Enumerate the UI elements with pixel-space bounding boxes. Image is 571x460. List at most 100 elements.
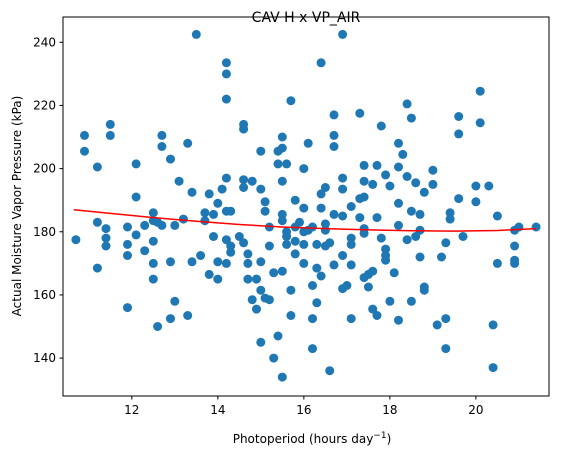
x-axis-label: Photoperiod (hours day−1): [233, 431, 392, 446]
scatter-point: [277, 209, 287, 219]
scatter-point: [441, 344, 451, 354]
scatter-point: [363, 282, 373, 292]
scatter-point: [376, 233, 386, 243]
scatter-point: [140, 220, 150, 230]
scatter-point: [256, 146, 266, 156]
scatter-point: [428, 179, 438, 189]
x-axis-label-superscript: −1: [373, 431, 386, 441]
scatter-point: [359, 228, 369, 238]
scatter-point: [394, 138, 403, 148]
scatter-point: [372, 311, 382, 320]
scatter-point: [243, 249, 253, 259]
x-axis-ticks: 12 14 16 18 20: [124, 396, 484, 417]
y-tick-label: 160: [33, 288, 56, 302]
scatter-point: [492, 211, 502, 221]
scatter-point: [166, 314, 175, 324]
scatter-point: [234, 232, 244, 241]
scatter-point: [338, 184, 348, 194]
scatter-point: [105, 130, 115, 140]
scatter-point: [531, 222, 541, 232]
scatter-point: [368, 266, 378, 276]
scatter-point: [226, 247, 236, 257]
scatter-point: [277, 176, 287, 186]
scatter-point: [402, 99, 412, 109]
scatter-point: [338, 173, 348, 183]
scatter-point: [308, 222, 317, 232]
x-tick-label: 20: [468, 403, 483, 417]
scatter-point: [264, 241, 274, 251]
scatter-point: [342, 281, 352, 290]
scatter-point: [277, 266, 287, 276]
scatter-point: [346, 314, 356, 324]
scatter-point: [454, 194, 464, 204]
scatter-point: [475, 86, 485, 96]
scatter-point: [256, 285, 266, 295]
scatter-point: [402, 172, 412, 181]
chart-title: CAV H x VP_AIR: [252, 10, 361, 26]
scatter-point: [385, 296, 395, 306]
scatter-point: [346, 239, 356, 249]
scatter-point: [92, 263, 102, 273]
scatter-point: [252, 304, 261, 314]
scatter-point: [140, 246, 150, 256]
scatter-point: [209, 209, 218, 219]
scatter-point: [170, 296, 180, 306]
scatter-point: [484, 181, 494, 191]
scatter-point: [221, 94, 231, 104]
scatter-point: [277, 132, 287, 142]
scatter-point: [101, 233, 111, 243]
scatter-point: [273, 159, 283, 169]
scatter-point: [488, 320, 498, 330]
scatter-point: [308, 281, 317, 290]
scatter-point: [402, 235, 412, 245]
scatter-point: [282, 232, 292, 241]
scatter-point: [196, 251, 206, 260]
scatter-point: [372, 213, 382, 223]
scatter-point: [80, 130, 89, 140]
scatter-point: [226, 241, 236, 251]
scatter-point: [355, 213, 365, 223]
scatter-point: [389, 268, 399, 278]
scatter-point: [406, 113, 416, 123]
y-tick-label: 200: [33, 162, 56, 176]
scatter-point: [299, 164, 309, 174]
scatter-point: [204, 189, 214, 199]
scatter-point: [148, 208, 158, 218]
axes-frame: [62, 16, 550, 397]
scatter-point: [316, 189, 326, 199]
scatter-point: [71, 235, 81, 245]
scatter-point: [299, 239, 309, 249]
scatter-point: [166, 154, 175, 164]
scatter-point: [329, 110, 339, 120]
x-tick-label: 14: [210, 403, 225, 417]
scatter-point: [221, 58, 231, 68]
scatter-point: [260, 197, 270, 207]
scatter-point: [510, 258, 520, 268]
scatter-point: [157, 130, 167, 140]
y-tick-label: 220: [33, 98, 56, 112]
scatter-point: [200, 216, 210, 226]
scatter-point: [406, 296, 416, 306]
scatter-point: [359, 176, 369, 186]
trend-line: [73, 208, 537, 232]
scatter-point: [92, 217, 102, 227]
scatter-point: [183, 311, 193, 320]
scatter-point: [381, 244, 391, 254]
scatter-point: [299, 258, 309, 268]
scatter-point: [148, 258, 158, 268]
scatter-point: [123, 251, 132, 260]
scatter-point: [346, 202, 356, 211]
scatter-point: [338, 29, 348, 39]
scatter-point: [213, 274, 223, 284]
scatter-point: [308, 314, 317, 324]
scatter-point: [437, 252, 446, 262]
scatter-point: [123, 239, 132, 249]
scatter-point: [273, 331, 283, 341]
scatter-point: [432, 320, 442, 330]
scatter-point: [441, 238, 451, 248]
y-axis-label: Actual Moisture Vapor Pressure (kPa): [10, 96, 24, 317]
scatter-point: [325, 238, 335, 248]
scatter-point: [92, 162, 102, 172]
scatter-point: [290, 195, 300, 205]
scatter-point: [247, 176, 257, 186]
